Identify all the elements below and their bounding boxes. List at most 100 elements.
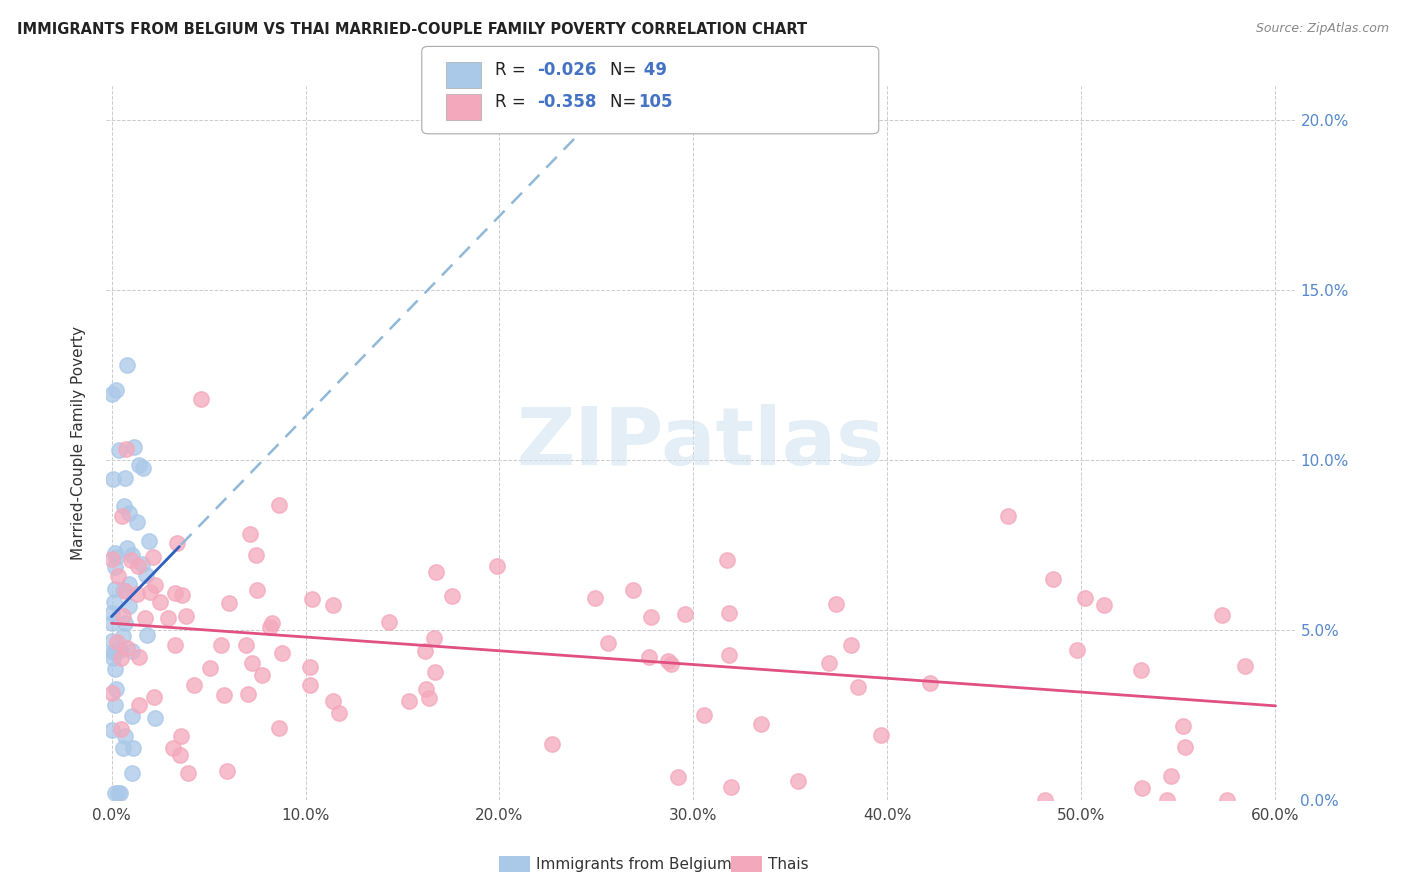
Point xyxy=(245,549,267,563)
Point xyxy=(749,717,772,731)
Point xyxy=(423,631,446,645)
Point xyxy=(166,535,188,549)
Point xyxy=(170,588,193,602)
Point xyxy=(118,576,141,591)
Point xyxy=(108,443,131,458)
Point xyxy=(145,711,167,725)
Point xyxy=(621,582,644,597)
Point xyxy=(190,392,212,406)
Text: R =: R = xyxy=(495,61,531,78)
Point xyxy=(111,509,134,524)
Point xyxy=(250,668,273,682)
Point xyxy=(270,646,292,660)
Point xyxy=(716,553,738,567)
Point xyxy=(143,690,166,704)
Point xyxy=(100,607,122,621)
Point xyxy=(103,645,125,659)
Point xyxy=(112,609,135,624)
Point xyxy=(165,639,187,653)
Point xyxy=(122,441,145,455)
Text: N=: N= xyxy=(610,61,641,78)
Text: ZIPatlas: ZIPatlas xyxy=(516,404,884,483)
Point xyxy=(118,506,141,520)
Point xyxy=(104,662,127,676)
Point xyxy=(693,708,716,723)
Point xyxy=(1160,769,1182,783)
Point xyxy=(104,547,127,561)
Text: Source: ZipAtlas.com: Source: ZipAtlas.com xyxy=(1256,22,1389,36)
Point xyxy=(183,678,205,692)
Point xyxy=(787,774,810,789)
Point xyxy=(259,619,281,633)
Point xyxy=(101,616,124,631)
Text: 49: 49 xyxy=(638,61,668,78)
Point xyxy=(101,650,124,665)
Point xyxy=(425,665,447,680)
Point xyxy=(114,730,136,744)
Point xyxy=(149,595,172,609)
Point xyxy=(101,645,124,659)
Point xyxy=(415,681,437,696)
Point xyxy=(142,550,165,565)
Point xyxy=(1234,659,1257,673)
Point xyxy=(115,640,138,655)
Point xyxy=(114,615,136,630)
Point xyxy=(298,660,321,674)
Point xyxy=(378,615,401,630)
Text: 105: 105 xyxy=(638,93,673,111)
Point xyxy=(415,643,437,657)
Point xyxy=(262,616,284,631)
Point xyxy=(666,770,689,784)
Text: Immigrants from Belgium: Immigrants from Belgium xyxy=(536,857,731,871)
Point xyxy=(1171,719,1194,733)
Point xyxy=(139,585,162,599)
Point xyxy=(720,780,742,794)
Point xyxy=(163,586,186,600)
Point xyxy=(114,442,136,457)
Point xyxy=(1092,598,1115,612)
Point xyxy=(1042,572,1064,586)
Point xyxy=(177,766,200,780)
Point xyxy=(174,608,197,623)
Point xyxy=(112,499,135,513)
Point xyxy=(169,729,191,743)
Text: N=: N= xyxy=(610,93,641,111)
Point xyxy=(100,686,122,700)
Point xyxy=(131,557,153,571)
Point xyxy=(218,596,240,610)
Point xyxy=(301,592,323,607)
Point xyxy=(238,687,260,701)
Point xyxy=(440,589,463,603)
Point xyxy=(111,582,134,597)
Point xyxy=(100,551,122,566)
Point xyxy=(1130,781,1153,796)
Point xyxy=(110,786,132,800)
Point xyxy=(235,638,257,652)
Point xyxy=(269,498,291,512)
Point xyxy=(103,698,125,713)
Point xyxy=(240,656,263,670)
Point xyxy=(107,786,129,800)
Point xyxy=(1074,591,1097,606)
Point xyxy=(104,582,127,596)
Text: -0.026: -0.026 xyxy=(537,61,596,78)
Point xyxy=(997,509,1019,524)
Point xyxy=(117,599,139,613)
Point xyxy=(122,740,145,755)
Point xyxy=(839,638,862,652)
Point xyxy=(1174,739,1197,754)
Point xyxy=(121,549,143,563)
Point xyxy=(107,569,129,583)
Point xyxy=(322,598,344,612)
Point xyxy=(104,681,127,696)
Point xyxy=(298,678,321,692)
Point xyxy=(121,765,143,780)
Point xyxy=(105,549,128,564)
Point xyxy=(1066,642,1088,657)
Point xyxy=(108,643,131,657)
Point xyxy=(138,533,160,548)
Text: R =: R = xyxy=(495,93,531,111)
Point xyxy=(848,680,870,694)
Point xyxy=(640,610,662,624)
Point xyxy=(583,591,606,606)
